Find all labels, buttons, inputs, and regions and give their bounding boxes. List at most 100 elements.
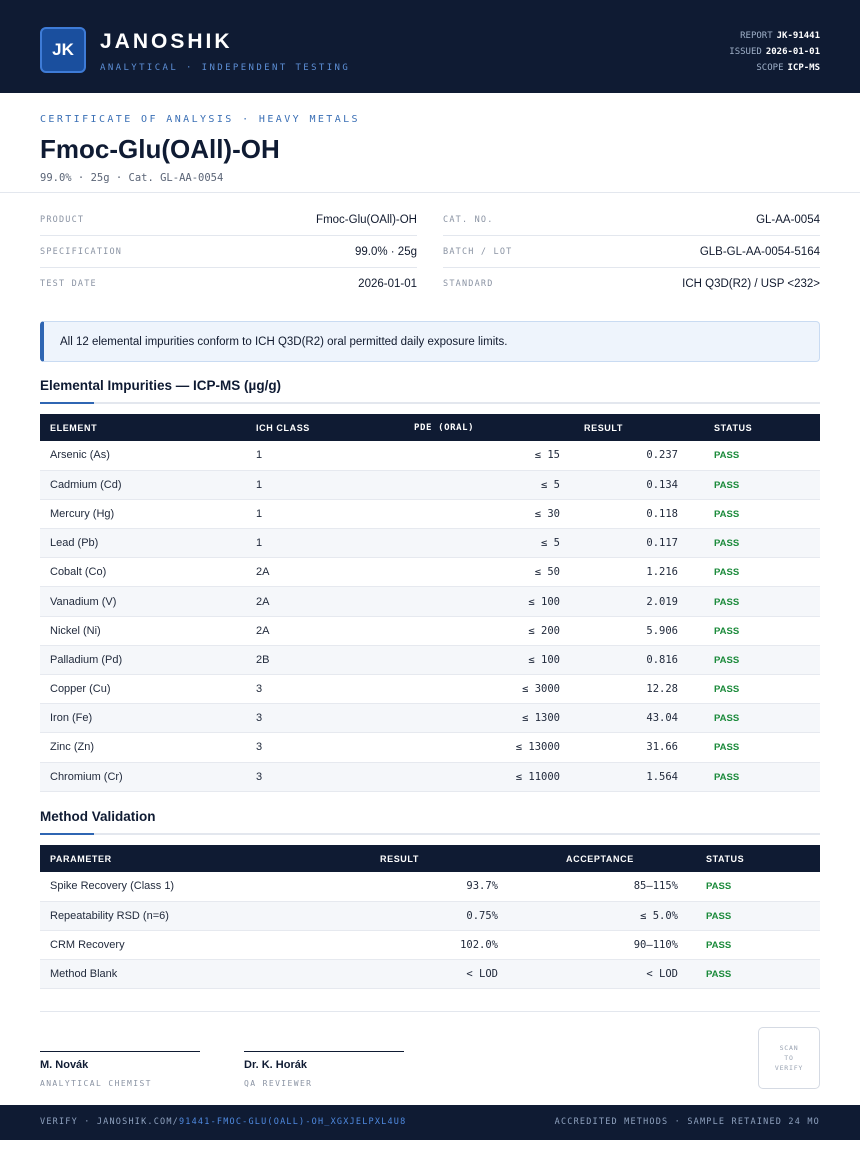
status-badge: PASS <box>714 713 740 725</box>
status-badge: PASS <box>706 969 732 981</box>
parameter-cell: Method Blank <box>40 959 320 990</box>
divider <box>0 192 860 193</box>
element-cell: Zinc (Zn) <box>40 732 246 763</box>
scan-to-verify-qr[interactable]: SCAN TO VERIFY <box>758 1027 820 1089</box>
scope-value: ICP-MS <box>787 63 820 73</box>
status-badge: PASS <box>714 450 740 462</box>
divider <box>40 1011 820 1012</box>
verify-link[interactable]: 91441-FMOC-GLU(OALL)-OH_XGXJELPXL4U8 <box>178 1117 407 1127</box>
pde-cell: ≤ 100 <box>386 586 574 617</box>
table-row: Cobalt (Co) 2A ≤ 50 1.216 PASS <box>40 557 820 588</box>
pde-cell: ≤ 15 <box>386 441 574 471</box>
table-row: Copper (Cu) 3 ≤ 3000 12.28 PASS <box>40 674 820 705</box>
acceptance-cell: 90–110% <box>508 930 688 961</box>
info-label: STANDARD <box>443 279 494 289</box>
signatory-name: Dr. K. Horák <box>244 1059 307 1071</box>
table-row: Arsenic (As) 1 ≤ 15 0.237 PASS <box>40 441 820 471</box>
conformance-notice: All 12 elemental impurities conform to I… <box>40 321 820 362</box>
info-label: CAT. NO. <box>443 214 494 225</box>
report-meta: REPORT JK-91441 ISSUED 2026-01-01 SCOPE ICP… <box>729 28 820 76</box>
issued-line: ISSUED 2026-01-01 <box>729 44 820 60</box>
element-cell: Cadmium (Cd) <box>40 470 246 500</box>
result-cell: 1.216 <box>574 557 694 588</box>
acceptance-cell: 85–115% <box>508 872 688 902</box>
ich-class-cell: 1 <box>246 470 386 500</box>
table-row: Spike Recovery (Class 1) 93.7% 85–115% PASS <box>40 872 820 902</box>
signature-block-chemist: M. Novák ANALYTICAL CHEMIST <box>40 1051 200 1088</box>
ich-class-cell: 1 <box>246 441 386 471</box>
column-header: RESULT <box>584 422 623 433</box>
info-row-cat-no: CAT. NO. GL-AA-0054 <box>443 204 820 236</box>
status-cell: PASS <box>694 499 820 530</box>
page-title: Fmoc-Glu(OAll)-OH <box>40 134 280 164</box>
info-value: ICH Q3D(R2) / USP <232> <box>682 278 820 290</box>
qr-text-line: VERIFY <box>774 1064 804 1072</box>
result-cell: 43.04 <box>574 703 694 734</box>
status-badge: PASS <box>714 596 740 608</box>
element-cell: Cobalt (Co) <box>40 557 246 588</box>
ich-class-cell: 3 <box>246 762 386 792</box>
result-cell: 31.66 <box>574 732 694 763</box>
section-rule-accent <box>40 833 94 835</box>
info-label: SPECIFICATION <box>40 246 123 257</box>
status-cell: PASS <box>694 732 820 763</box>
section-title-impurities: Elemental Impurities — ICP-MS (µg/g) <box>40 378 282 393</box>
brand-tagline: ANALYTICAL · INDEPENDENT TESTING <box>100 63 351 73</box>
table-row: Vanadium (V) 2A ≤ 100 2.019 PASS <box>40 586 820 617</box>
info-column-right: CAT. NO. GL-AA-0054 BATCH / LOT GLB-GL-A… <box>443 204 820 300</box>
section-title-validation: Method Validation <box>40 809 156 824</box>
column-header: STATUS <box>714 422 753 433</box>
issued-label: ISSUED <box>729 47 762 57</box>
result-cell: 0.75% <box>320 901 508 931</box>
info-label: PRODUCT <box>40 214 85 225</box>
ich-class-cell: 2B <box>246 645 386 676</box>
info-value: GL-AA-0054 <box>756 213 820 226</box>
info-value: 2026-01-01 <box>358 278 417 290</box>
status-cell: PASS <box>688 930 820 961</box>
status-badge: PASS <box>706 881 732 893</box>
status-badge: PASS <box>706 939 732 951</box>
parameter-cell: Spike Recovery (Class 1) <box>40 872 320 902</box>
info-label: BATCH / LOT <box>443 246 513 257</box>
status-badge: PASS <box>714 479 740 491</box>
ich-class-cell: 3 <box>246 674 386 705</box>
info-row-test-date: TEST DATE 2026-01-01 <box>40 268 417 300</box>
status-badge: PASS <box>714 684 740 696</box>
element-cell: Lead (Pb) <box>40 528 246 559</box>
scope-label: SCOPE <box>756 63 784 73</box>
table-row: Iron (Fe) 3 ≤ 1300 43.04 PASS <box>40 703 820 734</box>
result-cell: 0.117 <box>574 528 694 559</box>
result-cell: 2.019 <box>574 586 694 617</box>
info-value: Fmoc-Glu(OAll)-OH <box>316 213 417 226</box>
acceptance-cell: < LOD <box>508 959 688 990</box>
table-row: Nickel (Ni) 2A ≤ 200 5.906 PASS <box>40 616 820 646</box>
parameter-cell: Repeatability RSD (n=6) <box>40 901 320 931</box>
pde-cell: ≤ 11000 <box>386 762 574 792</box>
element-cell: Copper (Cu) <box>40 674 246 705</box>
result-cell: 1.564 <box>574 762 694 792</box>
column-header: PDE (ORAL) <box>414 422 475 433</box>
column-header: ACCEPTANCE <box>566 853 634 864</box>
section-rule <box>40 402 820 404</box>
status-badge: PASS <box>714 771 740 783</box>
signature-block-reviewer: Dr. K. Horák QA REVIEWER <box>244 1051 404 1088</box>
qr-text-line: SCAN <box>779 1044 799 1052</box>
status-cell: PASS <box>694 674 820 705</box>
column-header: ICH CLASS <box>256 422 310 433</box>
element-cell: Iron (Fe) <box>40 703 246 734</box>
result-cell: 0.118 <box>574 499 694 530</box>
info-value: 99.0% · 25g <box>354 245 417 258</box>
table-row: Repeatability RSD (n=6) 0.75% ≤ 5.0% PASS <box>40 901 820 931</box>
element-cell: Mercury (Hg) <box>40 499 246 530</box>
issued-date: 2026-01-01 <box>765 47 820 57</box>
report-header: JK JANOSHIK ANALYTICAL · INDEPENDENT TES… <box>0 0 860 93</box>
status-badge: PASS <box>706 910 732 922</box>
table-row: CRM Recovery 102.0% 90–110% PASS <box>40 930 820 961</box>
signatory-role: QA REVIEWER <box>244 1079 313 1088</box>
info-row-specification: SPECIFICATION 99.0% · 25g <box>40 236 417 268</box>
status-badge: PASS <box>714 625 740 637</box>
impurities-table: ELEMENT ICH CLASS PDE (ORAL) RESULT STAT… <box>40 414 820 792</box>
status-cell: PASS <box>694 703 820 734</box>
element-cell: Palladium (Pd) <box>40 645 246 676</box>
footer-note: ACCREDITED METHODS · SAMPLE RETAINED 24 … <box>554 1117 820 1127</box>
